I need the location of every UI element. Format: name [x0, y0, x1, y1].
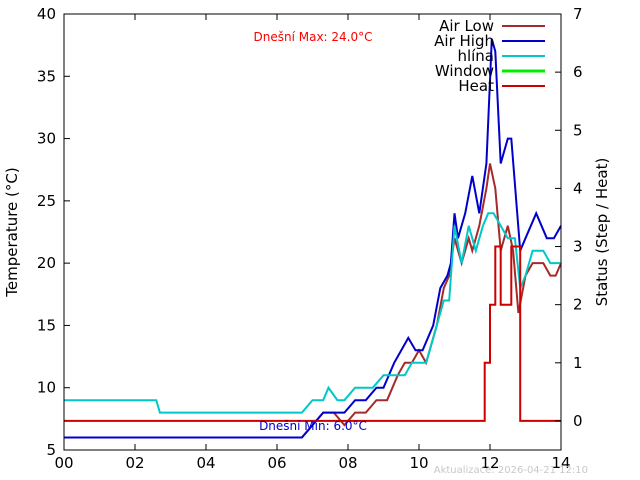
legend-label: Window [435, 62, 494, 80]
y-tick-label: 20 [37, 254, 56, 272]
x-tick-label: 02 [125, 454, 144, 472]
y2-tick-label: 0 [573, 412, 583, 430]
legend-label: Heat [458, 77, 494, 95]
x-tick-label: 12 [480, 454, 499, 472]
y2-tick-label: 2 [573, 296, 583, 314]
y2-tick-label: 3 [573, 238, 583, 256]
y2-tick-label: 7 [573, 5, 583, 23]
series-line-air-low [64, 163, 562, 439]
y2-tick-label: 6 [573, 63, 583, 81]
y-tick-label: 40 [37, 5, 56, 23]
y-tick-label: 30 [37, 130, 56, 148]
y-tick-label: 25 [37, 192, 56, 210]
x-tick-label: 14 [551, 454, 570, 472]
y-tick-label: 35 [37, 67, 56, 85]
series-layer [64, 38, 562, 439]
y2-tick-label: 4 [573, 179, 583, 197]
x-tick-label: 08 [338, 454, 357, 472]
x-tick-label: 06 [267, 454, 286, 472]
plot-area-frame [63, 13, 562, 451]
y-tick-label: 5 [46, 441, 56, 459]
y2-tick-label: 1 [573, 354, 583, 372]
series-line-hlína [64, 212, 561, 414]
x-tick-label: 00 [54, 454, 73, 472]
x-tick-label: 04 [196, 454, 215, 472]
series-line-air-high [64, 38, 562, 439]
y-tick-label: 15 [37, 316, 56, 334]
min-temperature-annotation: Dnešní Min: 6.0°C [259, 419, 367, 433]
legend-label: Air Low [439, 17, 494, 35]
max-temperature-annotation: Dnešní Max: 24.0°C [254, 30, 373, 44]
y2-axis-title: Status (Step / Heat) [593, 158, 611, 307]
x-tick-label: 10 [409, 454, 428, 472]
y-tick-label: 10 [37, 379, 56, 397]
last-update-footer: Aktualizace: 2026-04-21 12:10 [434, 465, 588, 476]
series-line-heat [64, 245, 561, 422]
legend-label: Air High [434, 32, 494, 50]
legend-label: hlína [457, 47, 494, 65]
y2-tick-label: 5 [573, 121, 583, 139]
y-axis-title: Temperature (°C) [3, 167, 21, 297]
